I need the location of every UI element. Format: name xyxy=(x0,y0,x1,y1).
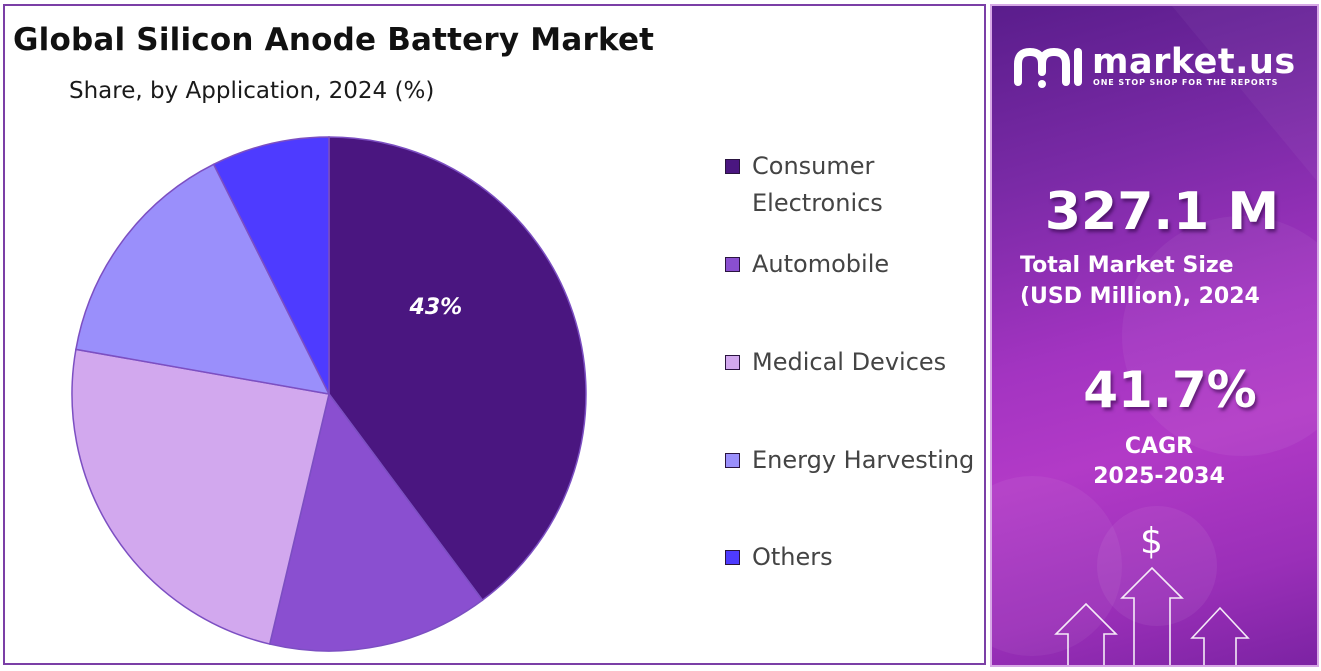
pie-slices xyxy=(71,136,587,652)
dollar-icon: $ xyxy=(1140,521,1163,562)
summary-panel: market.us ONE STOP SHOP FOR THE REPORTS … xyxy=(990,4,1319,667)
legend-swatch xyxy=(725,550,740,565)
pie-slice-automobile xyxy=(268,392,484,652)
pie-slice-others xyxy=(212,136,330,395)
market-size-label-line1: Total Market Size xyxy=(1020,253,1234,278)
market-size-label-line2: (USD Million), 2024 xyxy=(1020,284,1260,309)
legend-swatch xyxy=(725,159,740,174)
background-decoration xyxy=(992,6,1317,656)
cagr-value: 41.7% xyxy=(1083,361,1257,419)
growth-arrows-icon xyxy=(1054,566,1250,665)
legend-label: Automobile xyxy=(752,250,890,278)
legend-label: Consumer Electronics xyxy=(752,152,883,217)
cagr-period: 2025-2034 xyxy=(1093,464,1225,489)
legend-swatch xyxy=(725,257,740,272)
brand-tagline: ONE STOP SHOP FOR THE REPORTS xyxy=(1093,78,1279,87)
brand-name: market.us xyxy=(1092,42,1296,82)
chart-subtitle: Share, by Application, 2024 (%) xyxy=(69,78,435,104)
market-size-label: Total Market Size (USD Million), 2024 xyxy=(1020,250,1260,312)
pie-data-labels: 43% xyxy=(409,295,463,320)
legend-swatch xyxy=(725,453,740,468)
chart-panel: Global Silicon Anode Battery Market Shar… xyxy=(3,4,986,665)
cagr-label: CAGR xyxy=(1124,434,1194,459)
legend-label: Energy Harvesting xyxy=(752,446,975,474)
pie-slice-medical-devices xyxy=(71,348,330,645)
pie-slice-consumer-electronics xyxy=(328,136,587,602)
pie-slice-energy-harvesting xyxy=(75,163,331,395)
chart-title: Global Silicon Anode Battery Market xyxy=(13,22,655,58)
market-size-value: 327.1 M xyxy=(1044,182,1280,242)
market-us-logo-icon xyxy=(1014,47,1082,88)
pie-chart: 43% xyxy=(71,136,587,652)
legend-label: Medical Devices xyxy=(752,348,947,376)
legend-swatch xyxy=(725,355,740,370)
legend-label: Others xyxy=(752,543,833,571)
pie-data-label: 43% xyxy=(409,295,463,320)
